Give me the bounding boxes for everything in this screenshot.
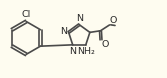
Text: Cl: Cl [22,10,31,19]
Text: O: O [110,16,117,25]
Text: NH₂: NH₂ [77,47,95,56]
Text: N: N [69,47,76,56]
Text: N: N [76,14,83,23]
Text: N: N [60,27,67,36]
Text: O: O [102,40,109,49]
